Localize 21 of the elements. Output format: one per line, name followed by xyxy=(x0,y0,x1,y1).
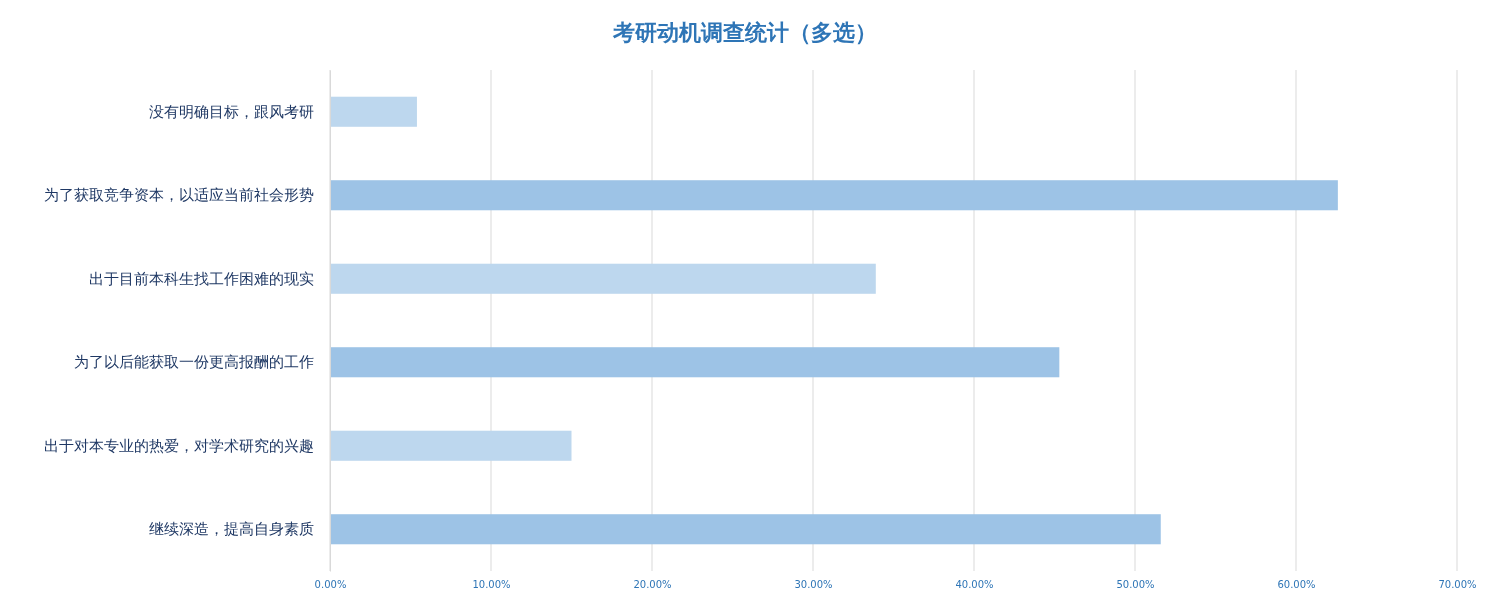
y-tick-label: 出于目前本科生找工作困难的现实 xyxy=(89,269,314,288)
y-tick-label: 为了以后能获取一份更高报酬的工作 xyxy=(74,353,314,372)
x-tick-label: 30.00% xyxy=(794,579,833,591)
x-tick-label: 0.00% xyxy=(314,579,347,591)
x-tick-label: 40.00% xyxy=(955,579,994,591)
bar xyxy=(330,347,1060,378)
y-tick-label: 出于对本专业的热爱，对学术研究的兴趣 xyxy=(44,436,314,455)
y-tick-label: 为了获取竞争资本，以适应当前社会形势 xyxy=(44,186,314,205)
x-tick-label: 70.00% xyxy=(1438,579,1477,591)
bar xyxy=(330,263,876,294)
bar xyxy=(330,96,417,127)
x-tick-label: 10.00% xyxy=(472,579,511,591)
bar xyxy=(330,430,572,461)
bar xyxy=(330,180,1338,211)
chart-title: 考研动机调查统计（多选） xyxy=(612,20,877,45)
x-tick-label: 60.00% xyxy=(1277,579,1316,591)
y-tick-label: 没有明确目标，跟风考研 xyxy=(149,102,314,121)
x-tick-label: 50.00% xyxy=(1116,579,1155,591)
y-tick-label: 继续深造，提高自身素质 xyxy=(149,520,314,539)
bar xyxy=(330,514,1161,545)
x-tick-label: 20.00% xyxy=(633,579,672,591)
